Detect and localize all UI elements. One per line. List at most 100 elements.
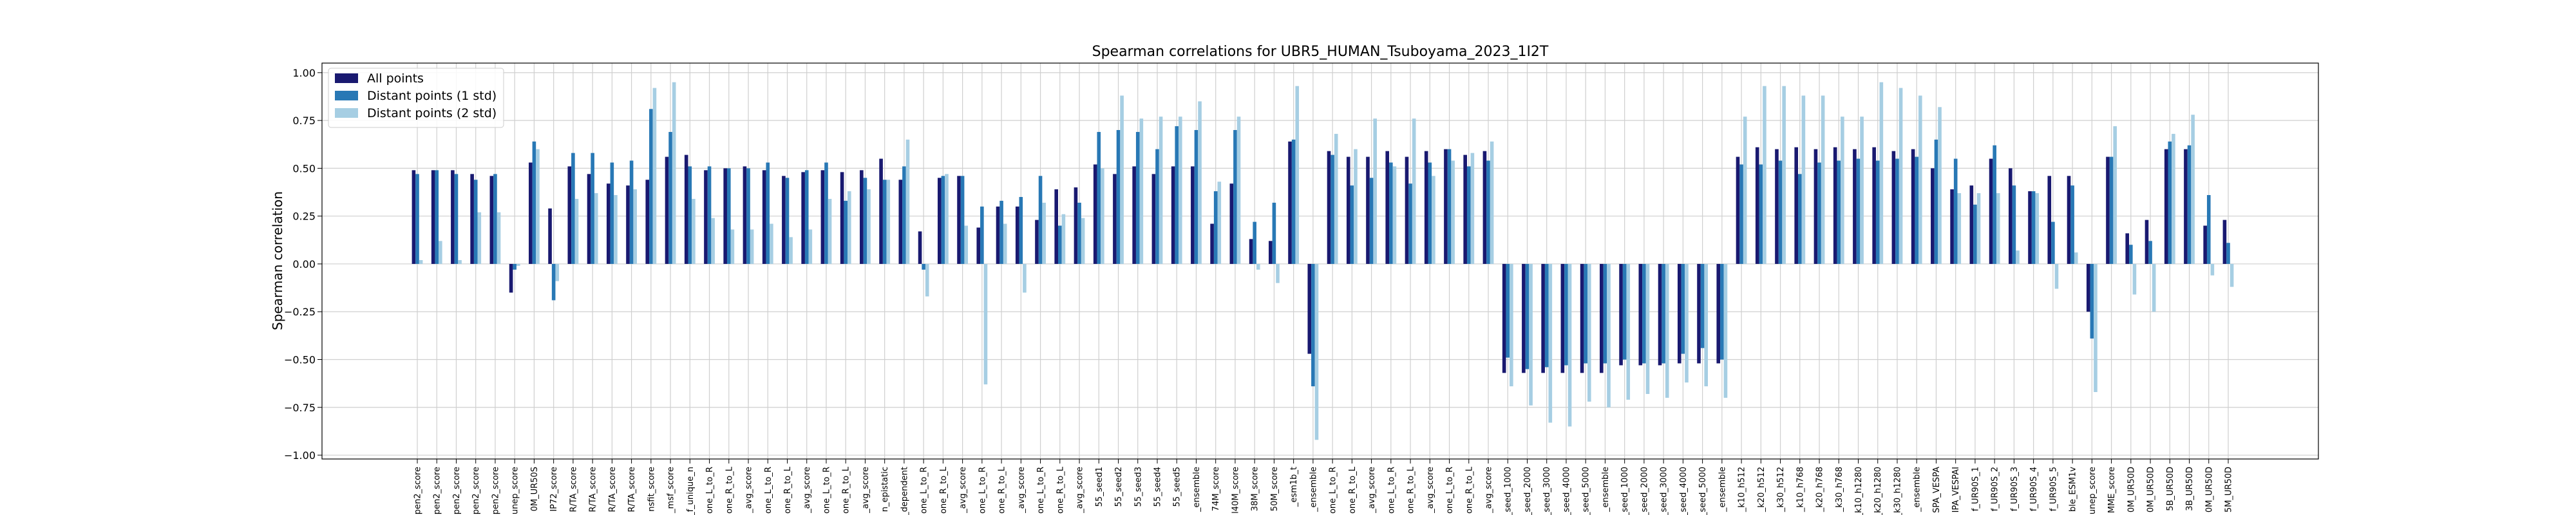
x-tick-label: ble_ESM1v [2069,467,2078,512]
x-tick-label: 38M_score [1251,467,1260,511]
bar-2 [649,109,653,264]
x-tick-label: _avg_score [1484,467,1494,514]
bar-3 [1373,118,1377,264]
x-tick-label: MME_score [2107,467,2117,513]
legend-box [328,68,504,128]
bar-2 [2070,185,2074,264]
x-tick-label: one_R_to_L [842,466,851,514]
bar-2 [1817,162,1821,264]
bar-3 [1490,141,1494,264]
x-tick-label: _avg_score [802,467,812,514]
bar-1 [587,174,591,264]
bar-3 [1179,117,1182,264]
bar-3 [1354,149,1358,264]
x-tick-label: R/TA_score [608,467,618,512]
bar-2 [922,263,925,270]
bar-3 [2191,115,2195,264]
x-tick-label: _k20_h512 [1757,467,1766,512]
x-tick-label: one_L_to_R [978,467,987,514]
bar-3 [867,189,871,264]
bar-3 [1139,118,1144,264]
bar-2 [1486,160,1490,264]
bar-2 [473,180,478,264]
bar-2 [746,168,750,264]
bar-3 [1587,263,1591,402]
bar-3 [536,149,540,264]
bar-1 [1327,151,1331,264]
bar-1 [1814,149,1818,264]
bar-2 [1369,178,1374,264]
bar-2 [2109,156,2114,264]
bar-1 [2125,233,2130,264]
bar-1 [996,206,1000,264]
bar-2 [1213,191,1218,264]
bar-2 [1603,263,1607,364]
x-tick-label: f_UR90S_4 [2029,467,2039,511]
bar-3 [633,189,638,264]
bar-3 [964,225,969,264]
bar-3 [2094,263,2098,393]
x-tick-label: pen2_score [413,467,423,514]
bar-3 [1704,263,1709,387]
bar-3 [1938,107,1942,264]
bar-2 [2129,245,2133,264]
x-tick-label: one_R_to_L [1406,466,1416,514]
bar-1 [1132,166,1136,264]
x-tick-label: 55_seed2 [1114,467,1124,507]
x-tick-label: one_R_to_L [998,466,1007,514]
bar-3 [1821,95,1825,264]
bar-2 [999,200,1003,264]
x-tick-label: one_R_to_L [724,466,734,514]
bar-1 [2184,149,2188,264]
bar-2 [1038,176,1043,264]
bar-2 [1681,263,1685,354]
bar-2 [1739,164,1743,264]
bar-2 [1389,162,1393,264]
x-tick-label: pen2_score [471,467,481,514]
bar-1 [743,166,747,264]
bar-2 [1875,160,1880,264]
x-tick-label: one_R_to_L [1348,466,1358,514]
x-tick-label: f_UR90S_3 [2010,467,2020,511]
bar-2 [1525,263,1530,370]
bar-2 [1097,131,1101,264]
bar-2 [435,170,439,264]
bar-1 [1307,263,1312,354]
bar-3 [1685,263,1689,383]
y-tick-label: 0.25 [292,211,316,223]
x-tick-label: _seed_4000 [1679,467,1689,515]
bar-1 [1833,147,1837,264]
bar-2 [610,162,614,264]
bar-3 [2016,250,2020,264]
bar-1 [2086,263,2090,312]
x-tick-label: _k30_h1280 [1893,467,1902,515]
x-tick-label: one_L_to_R [764,467,773,514]
bar-2 [766,162,770,264]
bar-3 [692,198,696,264]
bar-2 [571,153,575,264]
bar-1 [1210,223,1214,264]
y-tick-label: 0.75 [292,115,316,127]
bar-1 [606,183,611,264]
plot-area-border [321,62,2319,460]
bar-2 [2168,141,2172,264]
x-tick-label: _seed_3000 [1542,467,1552,515]
bar-3 [2035,193,2040,264]
bar-2 [785,178,790,264]
bar-2 [1447,149,1452,264]
bar-3 [945,174,949,264]
bar-3 [1412,118,1416,264]
bar-1 [1074,187,1078,264]
x-tick-label: 5B_UR50D [2166,467,2175,511]
x-tick-label: _esm1b_t [1289,467,1299,507]
x-tick-label: 3B_UR50D [2185,467,2195,511]
bar-1 [957,176,961,264]
bar-1 [1288,141,1292,264]
bar-1 [1054,189,1059,264]
bar-1 [723,168,727,264]
x-tick-label: _seed_4000 [1562,467,1571,515]
bar-1 [1950,189,1954,264]
x-tick-label: SPA_VESPA [1932,467,1942,513]
bar-3 [1782,86,1786,264]
